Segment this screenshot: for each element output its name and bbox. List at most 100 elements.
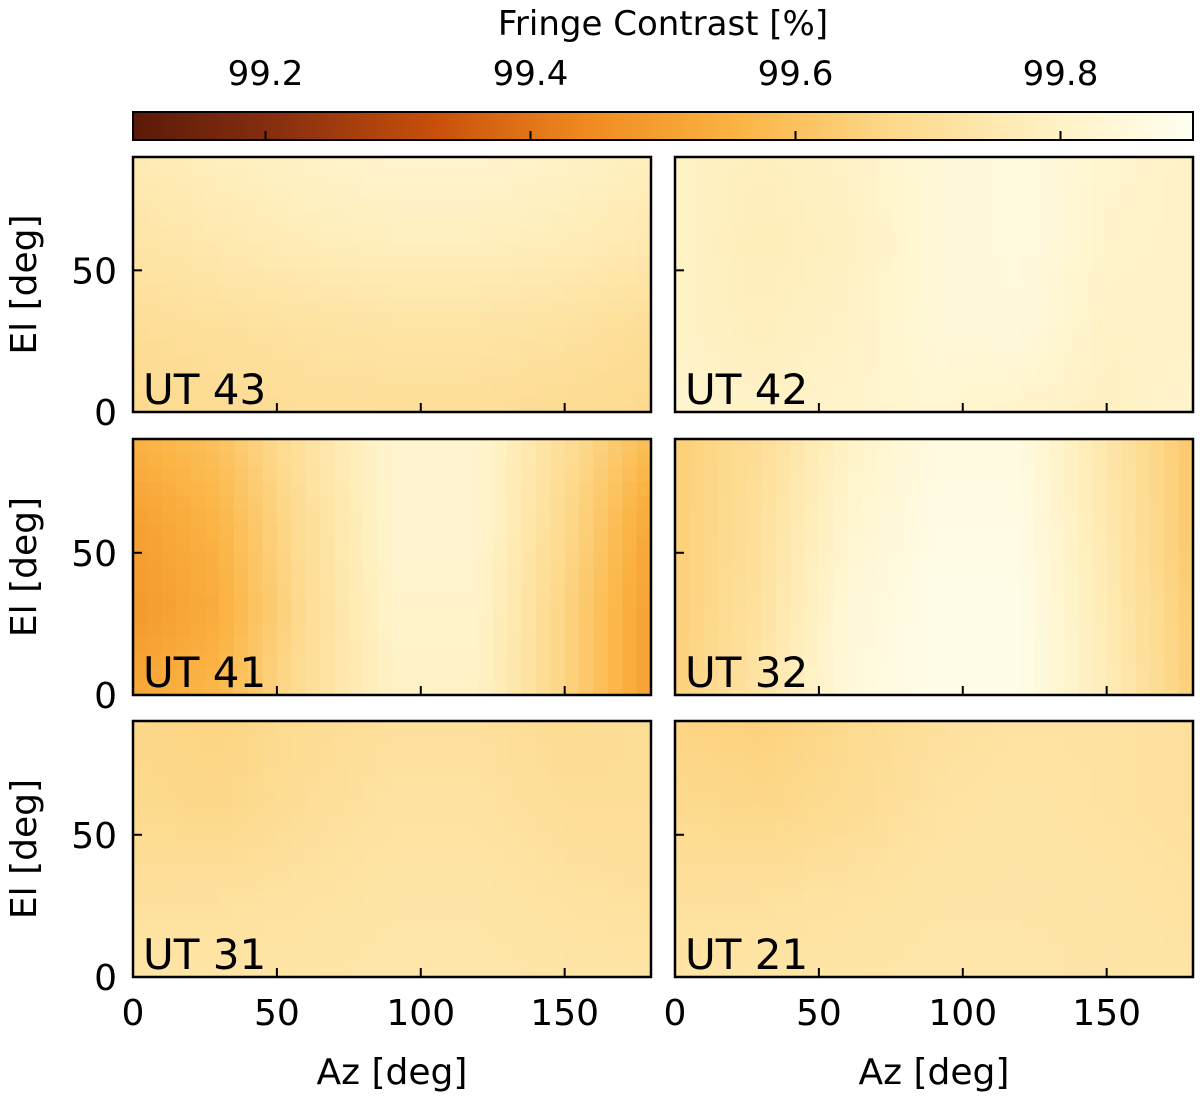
heatmap-cell bbox=[190, 638, 206, 653]
panel-frame bbox=[131, 437, 653, 697]
heatmap-cell bbox=[320, 652, 336, 668]
heatmap-cell bbox=[262, 284, 278, 300]
heatmap-cell bbox=[703, 552, 719, 568]
heatmap-cell bbox=[535, 934, 551, 950]
heatmap-cell bbox=[133, 270, 148, 286]
heatmap-cell bbox=[607, 763, 623, 779]
heatmap-cell bbox=[1020, 567, 1036, 582]
heatmap-cell bbox=[305, 567, 321, 582]
heatmap-cell bbox=[478, 623, 494, 639]
heatmap-cell bbox=[521, 199, 537, 215]
heatmap-cell bbox=[204, 495, 220, 511]
x-tick-label: 150 bbox=[1072, 993, 1141, 1034]
heatmap-cell bbox=[847, 820, 863, 836]
heatmap-cell bbox=[248, 453, 264, 469]
heatmap-cell bbox=[507, 327, 523, 342]
heatmap-cell bbox=[905, 284, 921, 300]
heatmap-cell bbox=[876, 453, 892, 469]
heatmap-cell bbox=[492, 524, 508, 540]
heatmap-cell bbox=[219, 638, 235, 653]
heatmap-cell bbox=[775, 369, 791, 385]
heatmap-cell bbox=[703, 213, 719, 229]
heatmap-cell bbox=[1106, 820, 1122, 836]
heatmap-cell bbox=[689, 383, 705, 399]
heatmap-cell bbox=[291, 538, 307, 554]
heatmap-cell bbox=[919, 538, 935, 554]
heatmap-cell bbox=[761, 227, 777, 243]
heatmap-cell bbox=[977, 327, 993, 342]
heatmap-cell bbox=[435, 934, 451, 950]
heatmap-cell bbox=[204, 763, 220, 779]
heatmap-cell bbox=[775, 962, 791, 978]
heatmap-cell bbox=[535, 185, 551, 201]
heatmap-cell bbox=[703, 383, 719, 399]
heatmap-cell bbox=[1106, 581, 1122, 597]
heatmap-cell bbox=[746, 383, 762, 399]
heatmap-cell bbox=[636, 777, 652, 793]
heatmap-cell bbox=[535, 397, 551, 413]
heatmap-cell bbox=[890, 270, 906, 286]
heatmap-cell bbox=[847, 595, 863, 611]
heatmap-cell bbox=[876, 284, 892, 300]
heatmap-cell bbox=[406, 891, 422, 907]
heatmap-cell bbox=[348, 467, 364, 483]
heatmap-cell bbox=[579, 397, 595, 413]
heatmap-cell bbox=[977, 877, 993, 893]
heatmap-cell bbox=[847, 920, 863, 935]
heatmap-cell bbox=[320, 383, 336, 399]
heatmap-cell bbox=[262, 820, 278, 836]
heatmap-cell bbox=[905, 397, 921, 413]
heatmap-cell bbox=[161, 891, 177, 907]
heatmap-cell bbox=[775, 567, 791, 582]
heatmap-cell bbox=[348, 763, 364, 779]
heatmap-cell bbox=[133, 213, 148, 229]
heatmap-cell bbox=[675, 213, 690, 229]
heatmap-cell bbox=[1063, 538, 1079, 554]
heatmap-cell bbox=[1020, 863, 1036, 879]
y-axis-label: El [deg] bbox=[4, 779, 45, 919]
heatmap-cell bbox=[1077, 763, 1093, 779]
heatmap-cell bbox=[406, 552, 422, 568]
heatmap-cell bbox=[305, 467, 321, 483]
heatmap-cell bbox=[934, 595, 949, 611]
colorbar-tick-label: 99.8 bbox=[1023, 54, 1099, 94]
heatmap-cell bbox=[276, 581, 292, 597]
heatmap-cell bbox=[435, 327, 451, 342]
colorbar-tick-labels: 99.2 99.4 99.6 99.8 bbox=[228, 54, 1099, 94]
heatmap-cell bbox=[1063, 721, 1079, 736]
heatmap-cell bbox=[977, 567, 993, 582]
heatmap-cell bbox=[905, 481, 921, 497]
heatmap-cell bbox=[862, 905, 878, 921]
heatmap-cell bbox=[1092, 171, 1108, 186]
heatmap-cell bbox=[732, 962, 748, 978]
heatmap-cell bbox=[1178, 495, 1194, 511]
heatmap-cell bbox=[905, 157, 921, 172]
heatmap-cell bbox=[535, 595, 551, 611]
heatmap-cell bbox=[761, 891, 777, 907]
heatmap-cell bbox=[564, 849, 580, 864]
heatmap-cell bbox=[507, 721, 523, 736]
heatmap-cell bbox=[934, 863, 949, 879]
heatmap-cell bbox=[876, 652, 892, 668]
heatmap-cell bbox=[746, 481, 762, 497]
heatmap-cell bbox=[1063, 777, 1079, 793]
heatmap-cell bbox=[746, 355, 762, 371]
heatmap-cell bbox=[291, 934, 307, 950]
heatmap-cell bbox=[233, 721, 249, 736]
heatmap-cell bbox=[1092, 467, 1108, 483]
heatmap-cell bbox=[320, 920, 336, 935]
heatmap-cell bbox=[689, 369, 705, 385]
heatmap-cell bbox=[732, 495, 748, 511]
heatmap-cell bbox=[890, 834, 906, 850]
heatmap-cell bbox=[1164, 524, 1180, 540]
heatmap-cell bbox=[1034, 383, 1050, 399]
heatmap-cell bbox=[905, 763, 921, 779]
heatmap-cell bbox=[1049, 481, 1065, 497]
heatmap-cell bbox=[363, 652, 379, 668]
heatmap-cell bbox=[847, 638, 863, 653]
heatmap-cell bbox=[847, 806, 863, 822]
heatmap-cell bbox=[334, 623, 350, 639]
heatmap-cell bbox=[320, 327, 336, 342]
heatmap-cell bbox=[761, 495, 777, 511]
heatmap-cell bbox=[636, 510, 652, 525]
